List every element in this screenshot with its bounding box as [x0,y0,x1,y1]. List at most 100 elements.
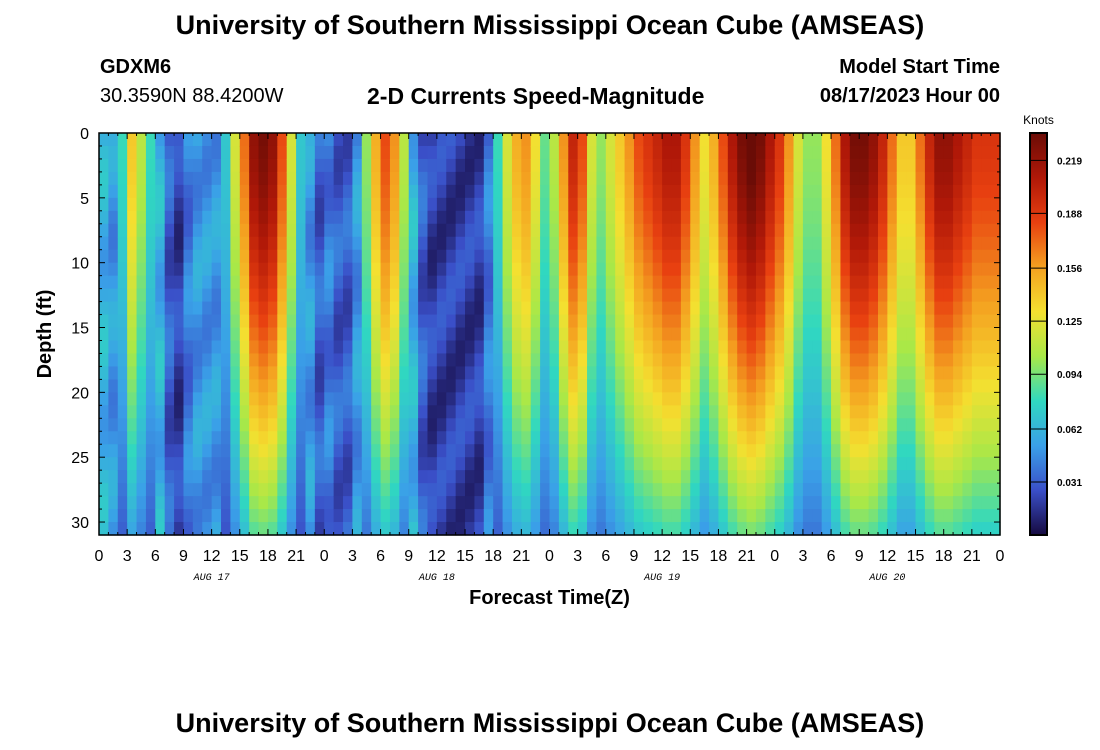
heatmap-cell [474,158,485,173]
heatmap-cell [821,392,832,406]
heatmap-cell [746,275,757,290]
heatmap-cell [530,158,541,173]
heatmap-cell [953,249,964,264]
heatmap-cell [305,236,316,251]
heatmap-cell [343,314,354,329]
heatmap-cell [662,288,673,303]
heatmap-cell [680,223,691,238]
heatmap-cell [380,340,391,355]
heatmap-cell [652,301,663,316]
heatmap-cell [943,470,954,484]
heatmap-cell [671,133,682,147]
heatmap-cell [127,405,138,419]
heatmap-cell [427,223,438,238]
heatmap-cell [727,171,738,186]
heatmap-cell [521,340,532,355]
heatmap-cell [746,314,757,329]
heatmap-cell [277,483,288,497]
heatmap-cell [408,145,419,160]
heatmap-cell [389,327,400,342]
heatmap-cell [136,444,147,458]
heatmap-cell [652,275,663,290]
heatmap-cell [662,379,673,393]
heatmap-cell [652,327,663,342]
heatmap-cell [812,444,823,458]
heatmap-cell [446,158,457,173]
heatmap-cell [465,288,476,303]
heatmap-cell [831,223,842,238]
heatmap-cell [117,249,128,264]
heatmap-cell [145,431,156,445]
heatmap-cell [690,392,701,406]
heatmap-cell [868,405,879,419]
heatmap-cell [624,288,635,303]
heatmap-cell [784,457,795,471]
heatmap-cell [286,184,297,199]
heatmap-cell [155,171,166,186]
heatmap-cell [924,275,935,290]
heatmap-cell [361,470,372,484]
heatmap-cell [277,418,288,432]
heatmap-cell [568,483,579,497]
heatmap-cell [784,379,795,393]
heatmap-cell [802,457,813,471]
heatmap-cell [530,262,541,277]
heatmap-cell [990,275,1001,290]
heatmap-cell [380,171,391,186]
heatmap-cell [784,496,795,510]
heatmap-cell [202,418,213,432]
heatmap-cell [868,133,879,147]
heatmap-cell [793,353,804,368]
heatmap-cell [399,457,410,471]
heatmap-cell [540,197,551,212]
heatmap-cell [802,301,813,316]
heatmap-cell [765,405,776,419]
heatmap-cell [145,522,156,536]
heatmap-cell [465,444,476,458]
heatmap-cell [221,275,231,290]
heatmap-cell [427,210,438,225]
heatmap-cell [671,210,682,225]
heatmap-cell [953,392,964,406]
heatmap-cell [230,483,241,497]
heatmap-cell [540,158,551,173]
heatmap-cell [727,405,738,419]
heatmap-cell [718,158,729,173]
heatmap-cell [793,210,804,225]
heatmap-cell [427,133,438,147]
heatmap-cell [530,418,541,432]
heatmap-cell [192,392,203,406]
heatmap-cell [840,522,851,536]
heatmap-cell [211,236,222,251]
x-tick-label: 18 [484,548,502,565]
heatmap-cell [343,275,354,290]
heatmap-cell [399,379,410,393]
heatmap-cell [202,158,213,173]
heatmap-cell [521,366,532,380]
heatmap-cell [671,483,682,497]
heatmap-cell [530,171,541,186]
heatmap-cell [755,184,766,199]
heatmap-cell [502,327,513,342]
heatmap-cell [108,457,119,471]
heatmap-cell [746,133,757,147]
heatmap-cell [765,288,776,303]
heatmap-cell [455,457,466,471]
heatmap-cell [953,133,964,147]
heatmap-cell [831,275,842,290]
heatmap-cell [314,249,325,264]
heatmap-cell [221,379,231,393]
heatmap-cell [906,522,917,536]
heatmap-cell [296,366,307,380]
heatmap-cell [624,496,635,510]
heatmap-cell [465,210,476,225]
heatmap-cell [990,353,1001,368]
heatmap-cell [718,184,729,199]
heatmap-cell [840,288,851,303]
heatmap-cell [455,405,466,419]
model-start-label: Model Start Time [839,56,1000,78]
heatmap-cell [990,418,1001,432]
heatmap-cell [624,366,635,380]
heatmap-cell [136,210,147,225]
heatmap-cell [230,133,241,147]
